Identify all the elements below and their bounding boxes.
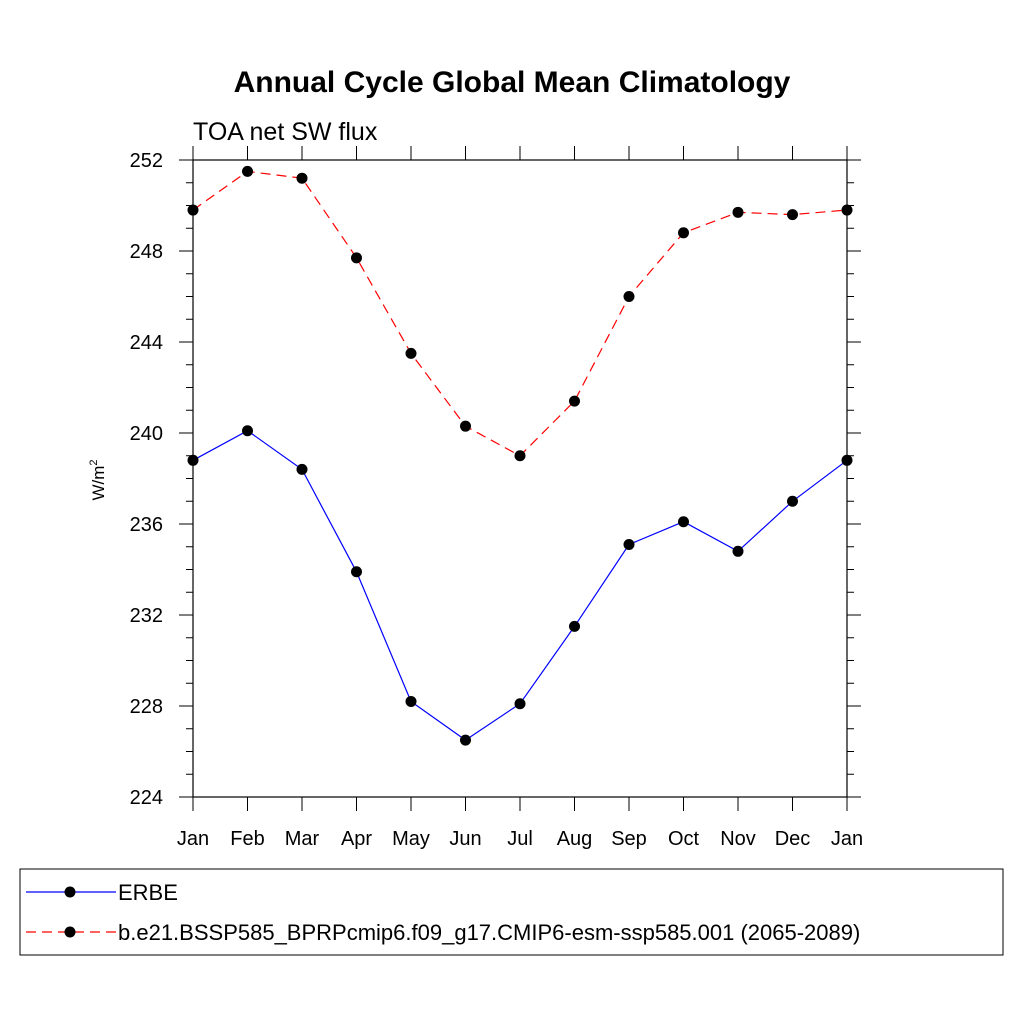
series-2-point	[460, 420, 471, 432]
x-tick-label: Jun	[449, 828, 481, 850]
series-2-point	[569, 395, 580, 407]
series-1-point	[351, 566, 362, 578]
series-2-point	[841, 204, 853, 216]
series-2-point	[678, 227, 689, 239]
series-1-point	[678, 516, 689, 528]
series-1-point	[569, 620, 580, 632]
y-axis-label: W/m2	[88, 459, 108, 500]
series-1-point	[460, 734, 471, 746]
axes: 224 228 232 236 240 244 248 252 Jan Feb Mar Apr May J…	[130, 146, 863, 850]
y-tick-label: 232	[130, 605, 163, 627]
x-tick-label: Jan	[177, 828, 209, 850]
series-1-point	[514, 698, 526, 710]
series-layer	[187, 165, 853, 746]
x-tick-label: Jan	[831, 828, 863, 850]
x-tick-label: Mar	[285, 828, 320, 850]
series-line-1	[192, 429, 848, 741]
legend-marker-1	[64, 886, 76, 898]
series-line-2	[192, 170, 848, 457]
series-2-point	[405, 347, 417, 359]
series-1-point	[787, 495, 798, 507]
x-tick-label: Nov	[720, 828, 756, 850]
series-2-point	[351, 252, 362, 264]
y-tick-label: 224	[130, 787, 163, 809]
legend-label-1: ERBE	[118, 880, 178, 905]
series-2-point	[623, 291, 635, 302]
y-tick-label: 240	[130, 423, 163, 445]
series-1-point	[242, 425, 253, 437]
series-2-point	[514, 450, 526, 462]
series-2-point	[187, 204, 199, 216]
series-1-point	[187, 454, 199, 466]
legend-label-2: b.e21.BSSP585_BPRPcmip6.f09_g17.CMIP6-es…	[118, 920, 860, 945]
legend-marker-2	[64, 926, 76, 938]
series-1-point	[841, 454, 853, 466]
x-tick-label: Sep	[611, 828, 647, 850]
x-tick-label: Dec	[775, 828, 811, 850]
y-axis-label-superscript: 2	[88, 459, 100, 465]
x-tick-label: Feb	[230, 828, 264, 850]
series-1-point	[623, 538, 635, 550]
chart-subtitle: TOA net SW flux	[193, 118, 378, 146]
series-1-point	[732, 545, 744, 557]
x-tick-label: Apr	[341, 828, 372, 850]
series-2-point	[732, 206, 744, 218]
series-2-point	[296, 172, 308, 184]
x-tick-label: Jul	[507, 828, 533, 850]
y-tick-label: 252	[130, 150, 163, 172]
series-1-point	[405, 695, 417, 707]
legend-box	[19, 868, 1004, 956]
y-tick-label: 236	[130, 514, 163, 536]
series-2-point	[787, 209, 798, 221]
chart-title: Annual Cycle Global Mean Climatology	[234, 66, 791, 99]
x-tick-label: Aug	[557, 828, 593, 850]
series-2-point	[242, 165, 253, 177]
x-tick-label: May	[392, 828, 430, 850]
y-tick-label: 244	[130, 332, 163, 354]
legend: ERBE b.e21.BSSP585_BPRPcmip6.f09_g17.CMIP…	[26, 880, 860, 945]
series-1-point	[296, 463, 308, 475]
y-axis-label-text: W/m	[89, 466, 108, 501]
x-tick-label: Oct	[668, 828, 700, 850]
y-tick-label: 248	[130, 241, 163, 263]
y-tick-label: 228	[130, 696, 163, 718]
